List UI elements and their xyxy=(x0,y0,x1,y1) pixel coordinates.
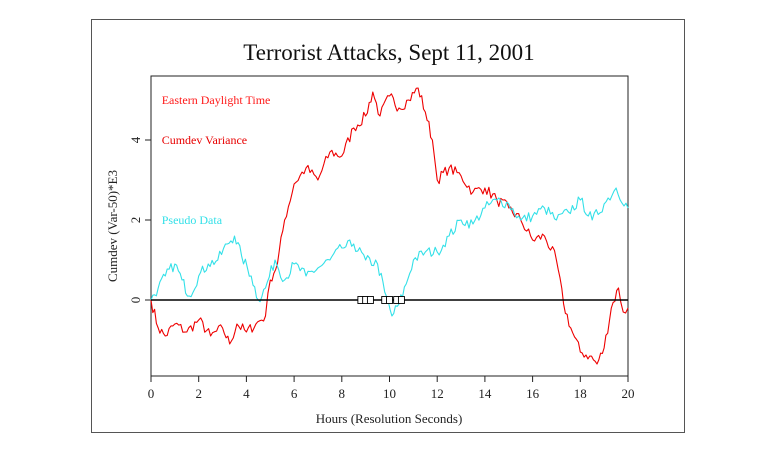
event-markers xyxy=(357,296,405,304)
legend-text: Pseudo Data xyxy=(162,213,223,227)
x-tick-label: 0 xyxy=(148,386,155,401)
chart-frame: Terrorist Attacks, Sept 11, 2001 0 2 4 6 8 10… xyxy=(91,19,685,433)
x-tick-label: 2 xyxy=(195,386,202,401)
plot-area xyxy=(150,75,629,377)
series-line-1 xyxy=(150,87,629,365)
event-marker xyxy=(366,296,374,304)
chart-svg: Terrorist Attacks, Sept 11, 2001 0 2 4 6 8 10… xyxy=(105,40,635,426)
x-tick-label: 4 xyxy=(243,386,250,401)
event-marker xyxy=(397,296,405,304)
series-line-2 xyxy=(150,187,629,317)
x-tick-label: 18 xyxy=(574,386,587,401)
x-tick-label: 6 xyxy=(291,386,298,401)
x-tick-label: 16 xyxy=(526,386,540,401)
y-tick-label: 2 xyxy=(128,217,143,224)
axis-ticks: 0 2 4 6 8 10 12 14 16 18 20 0 2 4 xyxy=(128,136,635,401)
chart-title: Terrorist Attacks, Sept 11, 2001 xyxy=(243,40,534,65)
y-tick-label: 4 xyxy=(128,136,143,143)
y-axis-label: Cumdev (Var-50)*E3 xyxy=(105,170,120,282)
x-tick-label: 14 xyxy=(478,386,492,401)
legend-annotations: Eastern Daylight Time Cumdev Variance Pseu… xyxy=(162,93,271,227)
event-marker xyxy=(386,296,393,304)
x-tick-label: 20 xyxy=(622,386,635,401)
x-tick-label: 8 xyxy=(339,386,346,401)
x-tick-label: 10 xyxy=(383,386,396,401)
legend-text: Cumdev Variance xyxy=(162,133,247,147)
series-lines xyxy=(150,87,629,365)
x-axis-label: Hours (Resolution Seconds) xyxy=(316,411,463,426)
x-tick-label: 12 xyxy=(431,386,444,401)
y-tick-label: 0 xyxy=(128,297,143,304)
legend-text: Eastern Daylight Time xyxy=(162,93,271,107)
